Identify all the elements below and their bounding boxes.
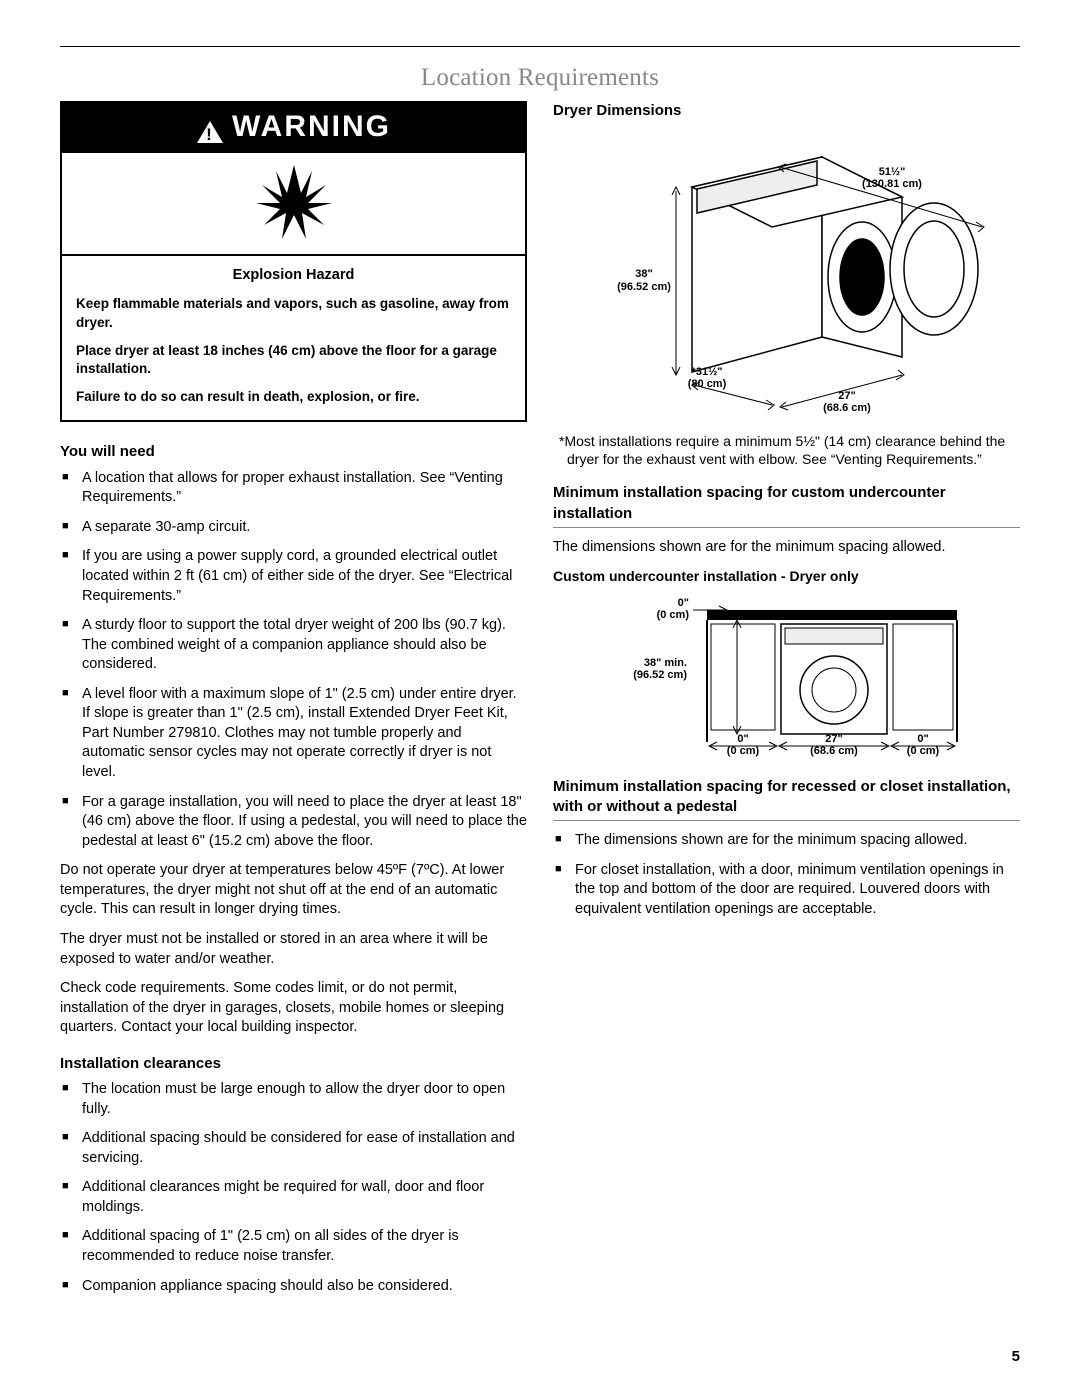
- svg-text:*31½": *31½": [691, 366, 722, 378]
- undercounter-diagram: 0" (0 cm) 38" min. (96.52 cm): [553, 592, 1020, 769]
- hazard-label: Explosion Hazard: [76, 266, 511, 286]
- warning-triangle-icon: !: [196, 115, 224, 139]
- warning-line-3: Failure to do so can result in death, ex…: [76, 388, 511, 406]
- warning-line-1: Keep flammable materials and vapors, suc…: [76, 295, 511, 331]
- list-item: A location that allows for proper exhaus…: [60, 469, 527, 508]
- svg-text:38": 38": [635, 268, 652, 280]
- explosion-icon: [62, 153, 525, 256]
- list-item: A sturdy floor to support the total drye…: [60, 616, 527, 675]
- list-item: Additional clearances might be required …: [60, 1178, 527, 1217]
- left-column: ! WARNING Explosion Hazard Keep flammabl…: [60, 101, 527, 1306]
- warning-line-2: Place dryer at least 18 inches (46 cm) a…: [76, 342, 511, 378]
- list-item: Additional spacing of 1" (2.5 cm) on all…: [60, 1227, 527, 1266]
- svg-text:51½": 51½": [878, 166, 905, 178]
- svg-text:!: !: [206, 125, 214, 144]
- svg-text:(0 cm): (0 cm): [906, 745, 939, 757]
- you-will-need-list: A location that allows for proper exhaus…: [60, 469, 527, 852]
- warning-header: ! WARNING: [62, 103, 525, 154]
- svg-text:(96.52 cm): (96.52 cm): [633, 669, 687, 681]
- undercounter-heading: Minimum installation spacing for custom …: [553, 483, 1020, 528]
- dryer-dimensions-heading: Dryer Dimensions: [553, 101, 1020, 121]
- svg-text:0": 0": [677, 597, 688, 609]
- svg-text:38" min.: 38" min.: [643, 657, 686, 669]
- list-item: Additional spacing should be considered …: [60, 1129, 527, 1168]
- install-clearances-heading: Installation clearances: [60, 1054, 527, 1074]
- list-item: For a garage installation, you will need…: [60, 793, 527, 852]
- recessed-list: The dimensions shown are for the minimum…: [553, 831, 1020, 919]
- undercounter-para: The dimensions shown are for the minimum…: [553, 538, 1020, 558]
- svg-text:0": 0": [737, 733, 748, 745]
- list-item: Companion appliance spacing should also …: [60, 1277, 527, 1297]
- svg-text:0": 0": [917, 733, 928, 745]
- undercounter-caption: Custom undercounter installation - Dryer…: [553, 567, 1020, 586]
- warning-header-text: WARNING: [232, 107, 391, 148]
- svg-text:(0 cm): (0 cm): [656, 609, 689, 621]
- page-number: 5: [1012, 1347, 1020, 1367]
- you-will-need-heading: You will need: [60, 442, 527, 462]
- svg-text:27": 27": [838, 390, 855, 402]
- install-clearances-list: The location must be large enough to all…: [60, 1080, 527, 1296]
- svg-text:(68.6 cm): (68.6 cm): [810, 745, 858, 757]
- warning-box: ! WARNING Explosion Hazard Keep flammabl…: [60, 101, 527, 423]
- need-para-1: Do not operate your dryer at temperature…: [60, 861, 527, 920]
- star-note: *Most installations require a minimum 5½…: [553, 432, 1020, 470]
- need-para-3: Check code requirements. Some codes limi…: [60, 979, 527, 1038]
- svg-text:(68.6 cm): (68.6 cm): [823, 402, 871, 414]
- list-item: If you are using a power supply cord, a …: [60, 547, 527, 606]
- list-item: A level floor with a maximum slope of 1"…: [60, 685, 527, 783]
- svg-text:27": 27": [825, 733, 842, 745]
- svg-text:(130.81 cm): (130.81 cm): [862, 178, 922, 190]
- svg-text:(96.52 cm): (96.52 cm): [617, 281, 671, 293]
- svg-text:(0 cm): (0 cm): [726, 745, 759, 757]
- list-item: The location must be large enough to all…: [60, 1080, 527, 1119]
- need-para-2: The dryer must not be installed or store…: [60, 930, 527, 969]
- list-item: The dimensions shown are for the minimum…: [553, 831, 1020, 851]
- dryer-dimensions-diagram: 38" (96.52 cm) *31½" (80 cm): [553, 127, 1020, 424]
- list-item: For closet installation, with a door, mi…: [553, 861, 1020, 920]
- recessed-heading: Minimum installation spacing for recesse…: [553, 777, 1020, 822]
- list-item: A separate 30-amp circuit.: [60, 518, 527, 538]
- section-title: Location Requirements: [60, 61, 1020, 95]
- svg-text:(80 cm): (80 cm): [687, 378, 726, 390]
- right-column: Dryer Dimensions: [553, 101, 1020, 1306]
